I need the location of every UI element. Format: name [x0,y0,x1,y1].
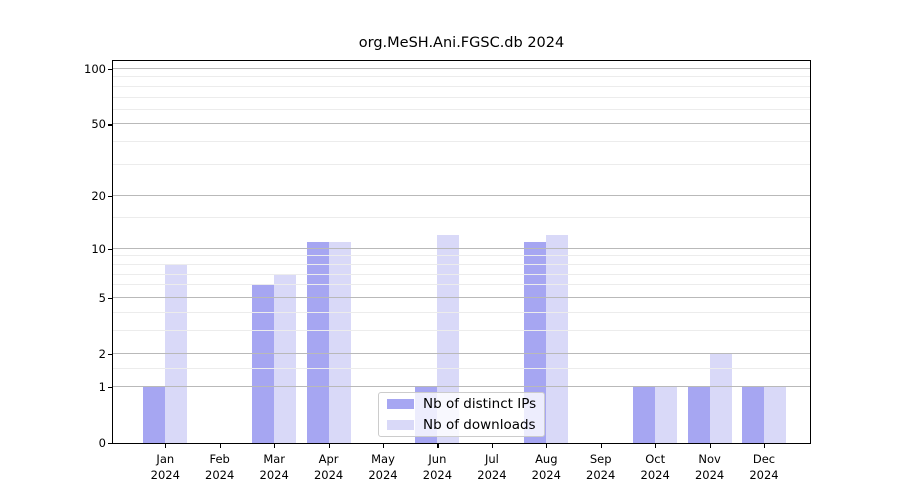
y-tick-label-100: 100 [84,62,106,76]
x-tick-mark-feb [219,443,221,448]
bar-downloads-dec [764,386,787,443]
y-tick-mark-0 [108,443,113,445]
x-tick-label-may: May 2024 [368,452,398,482]
x-tick-label-feb: Feb 2024 [205,452,235,482]
y-tick-mark-1 [108,386,113,388]
x-tick-label-aug: Aug 2024 [531,452,561,482]
gridline-major-10 [113,247,810,249]
y-tick-mark-5 [108,297,113,299]
x-tick-label-jul: Jul 2024 [477,452,507,482]
y-tick-label-0: 0 [98,436,106,450]
x-tick-mark-jan [165,443,167,448]
y-tick-label-2: 2 [98,347,106,361]
x-tick-label-apr: Apr 2024 [313,452,344,482]
x-tick-mark-sep [600,443,602,448]
x-tick-label-nov: Nov 2024 [694,452,725,482]
legend-item-downloads: Nb of downloads [387,417,544,434]
gridline-minor-70 [113,96,810,98]
x-tick-mark-mar [274,443,276,448]
y-tick-mark-2 [108,354,113,356]
y-tick-label-50: 50 [91,117,106,132]
x-tick-label-mar: Mar 2024 [259,452,289,482]
x-tick-mark-aug [546,443,548,448]
gridline-minor-40 [113,141,810,143]
y-tick-label-20: 20 [91,189,106,204]
y-tick-mark-20 [108,196,113,198]
x-tick-mark-may [383,443,385,448]
x-tick-mark-apr [328,443,330,448]
gridline-major-50 [113,123,810,125]
x-tick-label-jan: Jan 2024 [150,452,180,482]
gridline-minor-7 [113,273,810,275]
bar-downloads-nov [709,354,732,443]
x-tick-mark-dec [764,443,766,448]
gridline-minor-60 [113,108,810,110]
gridline-minor-6 [113,284,810,286]
x-tick-label-dec: Dec 2024 [749,452,779,482]
y-tick-mark-10 [108,248,113,250]
bar-distinct-ips-oct [633,386,656,443]
x-tick-mark-oct [655,443,657,448]
y-tick-label-5: 5 [98,290,106,305]
y-tick-mark-100 [108,69,113,71]
gridline-minor-1.5 [113,367,810,369]
gridline-major-20 [113,195,810,197]
bar-distinct-ips-jan [143,386,166,443]
gridline-major-1 [113,385,810,387]
x-tick-label-jun: Jun 2024 [422,452,453,482]
bar-distinct-ips-mar [252,285,275,443]
x-tick-label-sep: Sep 2024 [586,452,616,482]
bar-downloads-apr [328,241,351,443]
legend-item-distinct-ips: Nb of distinct IPs [387,396,544,413]
gridline-minor-30 [113,163,810,165]
bar-downloads-oct [655,386,678,443]
legend: Nb of distinct IPs Nb of downloads [378,392,545,437]
gridline-minor-9 [113,255,810,257]
x-tick-mark-jun [437,443,439,448]
y-tick-label-1: 1 [98,379,106,394]
x-tick-label-oct: Oct 2024 [640,452,670,482]
x-tick-mark-jul [491,443,494,448]
legend-swatch-distinct-ips [387,399,414,409]
gridline-minor-15 [113,217,810,219]
gridline-minor-90 [113,76,810,78]
x-tick-mark-nov [709,443,711,448]
bar-distinct-ips-nov [687,386,710,443]
bar-distinct-ips-dec [742,386,765,443]
y-tick-label-10: 10 [91,241,106,256]
gridline-minor-8 [113,263,810,265]
chart-title: org.MeSH.Ani.FGSC.db 2024 [358,35,565,51]
gridline-major-100 [113,68,810,69]
bar-distinct-ips-apr [306,241,329,443]
legend-label: Nb of downloads [423,417,536,433]
legend-label: Nb of distinct IPs [423,396,537,412]
bar-downloads-aug [546,235,569,443]
gridline-major-2 [113,353,810,354]
y-tick-mark-50 [108,124,113,126]
gridline-minor-4 [113,311,810,313]
plot-area [113,61,810,443]
legend-swatch-downloads [387,420,414,430]
gridline-major-5 [113,296,810,298]
bar-downloads-jun [437,235,460,443]
bar-downloads-mar [274,274,297,443]
gridline-minor-3 [113,329,810,331]
gridline-minor-80 [113,85,810,87]
